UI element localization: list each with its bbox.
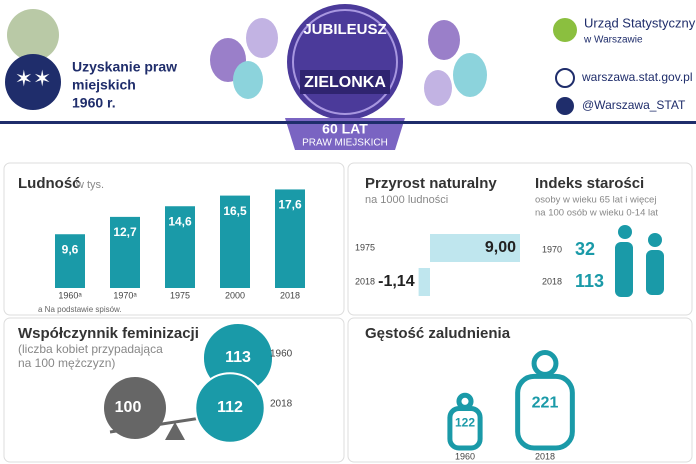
year-label: 1960	[455, 451, 475, 461]
year-label: 1960	[270, 349, 293, 360]
category-label: 1960ᵃ	[58, 290, 82, 300]
elderly-icon	[615, 225, 664, 297]
emblem-years: 60 LAT	[322, 121, 368, 137]
bar-label: 14,6	[168, 214, 192, 228]
bar	[220, 195, 250, 288]
feminization-circle	[194, 372, 266, 444]
web-icon	[555, 68, 575, 88]
section-title: Gęstość zaludnienia	[365, 325, 511, 342]
emblem-ring	[292, 9, 398, 115]
year-label: 2018	[355, 276, 375, 286]
unit: w tys.	[75, 179, 104, 191]
bar	[165, 206, 195, 288]
bar-label: 17,6	[278, 198, 302, 212]
emblem-name: ZIELONKA	[304, 74, 386, 91]
bar-label: 16,5	[223, 204, 247, 218]
feminization-value: 113	[225, 349, 251, 366]
twitter-link[interactable]: @Warszawa_STAT	[582, 98, 686, 112]
year-label: 2018	[542, 276, 562, 286]
subtitle: na 100 mężczyzn)	[18, 356, 115, 370]
growth-bar	[418, 268, 430, 296]
section-title: Współczynnik feminizacji	[18, 325, 199, 342]
density-value: 221	[532, 394, 559, 411]
category-label: 2000	[225, 290, 245, 300]
year-label: 2018	[270, 399, 293, 410]
feminization-value: 112	[217, 399, 243, 416]
growth-bar	[430, 234, 520, 262]
section-title: Ludność	[18, 175, 81, 192]
emblem-subtitle: PRAW MIEJSKICH	[302, 138, 388, 149]
base-circle	[104, 377, 166, 439]
bar-label: 12,7	[113, 225, 137, 239]
aging-value: 32	[575, 239, 595, 259]
logo-line: Urząd Statystyczny	[584, 15, 696, 30]
seesaw-pivot	[165, 422, 185, 440]
header-rule	[0, 121, 696, 124]
header-text: 1960 r.	[72, 95, 116, 111]
base-label: 100	[115, 399, 142, 416]
header-text: miejskich	[72, 77, 136, 93]
badge-stars: ✶✶	[15, 66, 52, 91]
section-title: Przyrost naturalny	[365, 175, 497, 192]
badge-stripes	[7, 9, 59, 61]
ribbon	[285, 118, 405, 150]
logo-icon	[553, 18, 577, 42]
balloons	[210, 18, 487, 106]
density-head	[456, 392, 474, 410]
web-link[interactable]: warszawa.stat.gov.pl	[581, 70, 693, 84]
density-value: 122	[455, 415, 475, 429]
category-label: 1975	[170, 290, 190, 300]
subtitle: (liczba kobiet przypadająca	[18, 342, 163, 356]
year-label: 1975	[355, 242, 375, 252]
twitter-icon	[556, 97, 574, 115]
aging-value: 113	[575, 271, 604, 291]
header-text: Uzyskanie praw	[72, 59, 177, 75]
emblem-band	[300, 70, 390, 94]
growth-label: 9,00	[485, 239, 516, 256]
bar	[55, 234, 85, 288]
emblem-top: JUBILEUSZ	[303, 21, 386, 38]
year-label: 1970	[542, 244, 562, 254]
category-label: 1970ᵃ	[113, 290, 137, 300]
badge	[5, 54, 61, 110]
subtitle: na 1000 ludności	[365, 194, 448, 206]
bar	[275, 189, 305, 288]
footnote: a Na podstawie spisów.	[38, 305, 122, 314]
bar-label: 9,6	[62, 242, 79, 256]
logo-line: w Warszawie	[583, 35, 643, 46]
subtitle: osoby w wieku 65 lat i więcej	[535, 195, 656, 206]
bar	[110, 216, 140, 288]
section-title: Indeks starości	[535, 175, 644, 192]
year-label: 2018	[535, 451, 555, 461]
subtitle: na 100 osób w wieku 0-14 lat	[535, 208, 658, 219]
growth-label: -1,14	[378, 273, 415, 290]
density-head	[531, 350, 559, 377]
category-label: 2018	[280, 290, 300, 300]
